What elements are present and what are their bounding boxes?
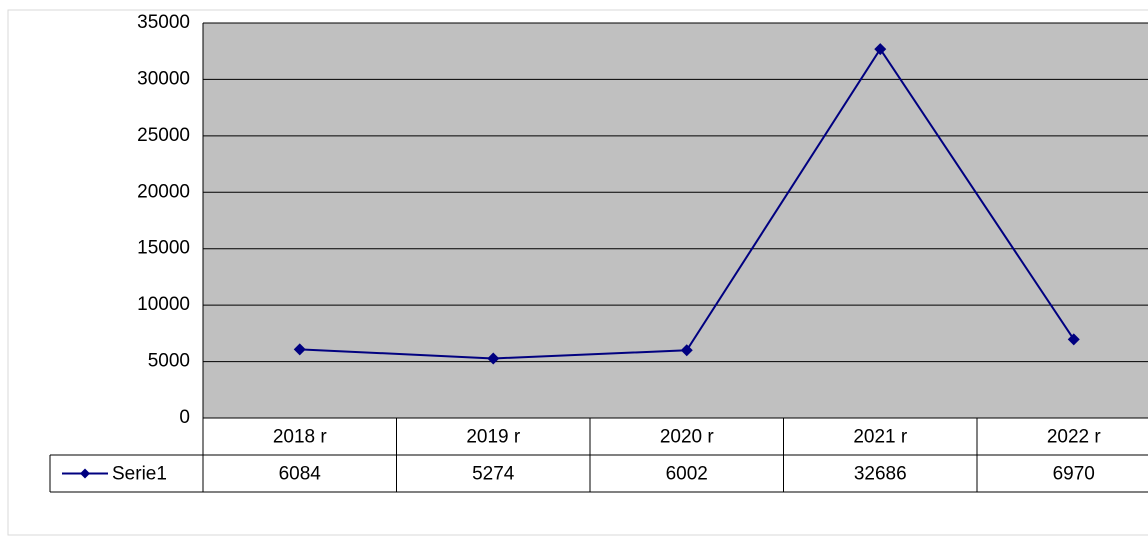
x-tick-label: 2021 r bbox=[853, 427, 908, 448]
table-value: 6002 bbox=[666, 464, 708, 485]
legend-marker bbox=[80, 468, 90, 479]
y-tick-label: 15000 bbox=[137, 238, 190, 259]
y-tick-label: 20000 bbox=[137, 181, 190, 202]
x-tick-label: 2019 r bbox=[466, 427, 521, 448]
x-tick-label: 2020 r bbox=[660, 427, 715, 448]
x-tick-label: 2022 r bbox=[1047, 427, 1102, 448]
y-tick-label: 5000 bbox=[148, 351, 190, 372]
y-tick-label: 10000 bbox=[137, 294, 190, 315]
marker bbox=[293, 343, 306, 356]
marker bbox=[874, 43, 887, 56]
table-value: 5274 bbox=[472, 464, 515, 485]
table-value: 32686 bbox=[854, 464, 907, 485]
x-tick-label: 2018 r bbox=[273, 427, 328, 448]
plot-area bbox=[203, 23, 1148, 418]
marker bbox=[680, 344, 693, 357]
marker bbox=[1067, 333, 1080, 346]
table-value: 6970 bbox=[1053, 464, 1095, 485]
legend-label: Serie1 bbox=[112, 464, 167, 485]
y-tick-label: 35000 bbox=[137, 12, 190, 33]
marker bbox=[487, 352, 500, 365]
y-tick-label: 30000 bbox=[137, 68, 190, 89]
y-tick-label: 0 bbox=[179, 407, 190, 428]
y-tick-label: 25000 bbox=[137, 125, 190, 146]
table-value: 6084 bbox=[279, 464, 322, 485]
